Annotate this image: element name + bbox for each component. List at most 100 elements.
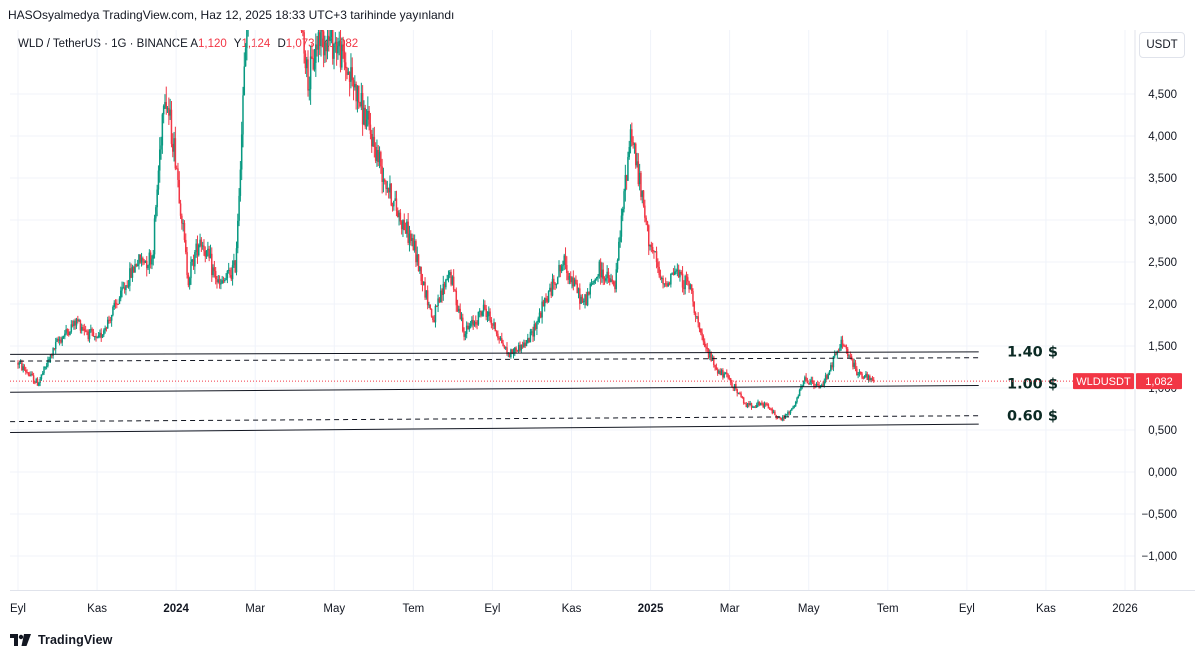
- candle-down: [168, 108, 170, 116]
- trend-line[interactable]: [10, 423, 979, 434]
- candle-down: [657, 262, 659, 267]
- candle-down: [740, 393, 742, 397]
- candle-down: [575, 279, 577, 284]
- candle-down: [653, 251, 655, 253]
- candle-down: [432, 316, 434, 320]
- x-tick-label: Eyl: [484, 603, 500, 615]
- candle-down: [494, 322, 497, 332]
- candle-down: [546, 298, 549, 302]
- candle-up: [595, 276, 598, 279]
- candle-down: [380, 152, 382, 167]
- candle-up: [763, 403, 766, 408]
- candle-up: [689, 284, 692, 290]
- candles: [17, 30, 875, 422]
- candle-down: [599, 261, 602, 278]
- candle-down: [114, 302, 117, 304]
- candle-down: [744, 403, 746, 405]
- candle-up: [828, 371, 831, 375]
- candle-up: [449, 272, 451, 275]
- candle-up: [338, 41, 340, 47]
- candle-down: [385, 181, 387, 189]
- candle-up: [577, 288, 580, 294]
- tradingview-brand[interactable]: TradingView: [10, 633, 113, 647]
- candle-up: [468, 325, 471, 330]
- candle-up: [802, 380, 805, 386]
- candle-down: [498, 337, 500, 340]
- candle-up: [533, 324, 536, 337]
- candle-down: [726, 372, 728, 375]
- candle-down: [361, 93, 364, 125]
- candle-down: [521, 344, 524, 348]
- open-label: A: [190, 38, 199, 50]
- candle-down: [688, 281, 690, 290]
- candle-down: [683, 287, 685, 290]
- candle-down: [31, 373, 34, 376]
- candle-down: [472, 319, 474, 326]
- candle-up: [605, 278, 607, 281]
- candle-down: [177, 168, 179, 180]
- candle-up: [337, 46, 339, 54]
- candle-down: [436, 305, 438, 307]
- candle-down: [861, 373, 863, 378]
- candle-down: [852, 358, 854, 367]
- candle-down: [139, 254, 141, 263]
- candle-up: [746, 403, 749, 408]
- high-label: Y: [233, 38, 242, 50]
- candle-up: [654, 251, 657, 253]
- candle-down: [318, 32, 321, 47]
- open-value: 1,120: [198, 38, 227, 50]
- candle-down: [768, 408, 771, 410]
- candle-down: [328, 35, 330, 41]
- candle-down: [736, 389, 738, 394]
- candle-up: [584, 294, 586, 302]
- candle-up: [56, 338, 58, 342]
- currency-button[interactable]: USDT: [1139, 32, 1185, 58]
- candle-up: [667, 283, 670, 287]
- candle-up: [212, 267, 214, 276]
- candle-down: [837, 350, 840, 352]
- trend-lines[interactable]: [10, 351, 979, 434]
- candle-up: [161, 114, 164, 146]
- candle-down: [632, 142, 634, 145]
- trend-line[interactable]: [10, 351, 979, 355]
- candle-up: [378, 152, 381, 163]
- candle-up: [419, 266, 421, 272]
- candle-up: [246, 30, 248, 49]
- candle-up: [309, 56, 312, 90]
- candle-up: [38, 382, 40, 386]
- candle-down: [26, 372, 28, 374]
- candle-down: [540, 312, 542, 318]
- candle-up: [718, 370, 720, 374]
- candle-up: [372, 136, 374, 147]
- candle-up: [636, 161, 638, 166]
- candle-down: [187, 274, 190, 286]
- candle-up: [547, 291, 550, 302]
- candle-up: [582, 301, 585, 303]
- candle-up: [627, 156, 629, 181]
- candle-up: [360, 93, 363, 107]
- candle-down: [216, 279, 218, 283]
- candle-down: [86, 330, 88, 332]
- candle-down: [208, 248, 210, 259]
- candle-up: [437, 298, 439, 307]
- candle-down: [648, 225, 650, 247]
- dashed-trend-line[interactable]: [10, 415, 979, 423]
- candle-down: [200, 239, 203, 247]
- candle-down: [355, 84, 357, 102]
- candle-down: [343, 51, 346, 63]
- candle-up: [536, 321, 538, 329]
- symbol-name[interactable]: WLD / TetherUS · 1G · BINANCE: [18, 38, 188, 50]
- x-tick-label: Mar: [720, 603, 740, 615]
- candle-down: [316, 44, 318, 50]
- candle-down: [588, 291, 590, 295]
- candle-up: [376, 149, 378, 161]
- candle-up: [649, 244, 651, 247]
- candle-up: [638, 172, 641, 185]
- candle-up: [723, 373, 725, 378]
- candle-up: [537, 318, 539, 322]
- candle-down: [397, 210, 399, 218]
- candle-down: [542, 301, 545, 307]
- trend-line[interactable]: [10, 384, 979, 393]
- candle-down: [116, 303, 118, 305]
